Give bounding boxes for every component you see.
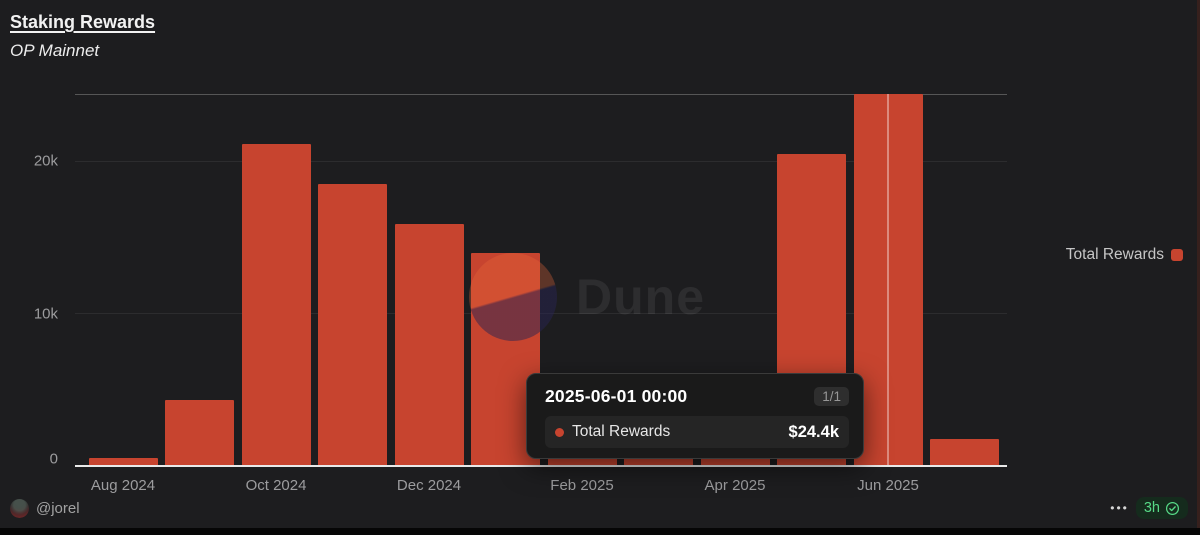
- legend-item-total-rewards[interactable]: Total Rewards: [1066, 246, 1183, 264]
- author-link[interactable]: @jorel: [36, 499, 80, 517]
- bar-jul-2025[interactable]: [930, 439, 999, 466]
- bar-jun-2025[interactable]: [853, 94, 923, 466]
- gridline-20000: [75, 160, 1007, 162]
- data-age-label: 3h: [1143, 500, 1160, 516]
- y-axis-label-20k: 20k: [33, 152, 58, 170]
- x-axis-label-jun-2025: Jun 2025: [857, 477, 919, 494]
- x-axis-label-feb-2025: Feb 2025: [550, 477, 614, 494]
- avatar[interactable]: [10, 498, 29, 518]
- y-axis-label-10k: 10k: [33, 305, 58, 323]
- tooltip-series-label: Total Rewards: [572, 423, 671, 440]
- legend-swatch-icon: [1171, 249, 1183, 261]
- bar-nov-2024[interactable]: [318, 184, 387, 466]
- verified-check-icon: [1165, 501, 1180, 515]
- legend-label: Total Rewards: [1065, 246, 1164, 263]
- series-dot-icon: [555, 427, 564, 437]
- chart-tooltip: 2025-06-01 00:00 1/1 Total Rewards $24.4…: [526, 373, 864, 459]
- tooltip-series-value: $24.4k: [788, 422, 839, 441]
- x-axis-label-aug-2024: Aug 2024: [90, 477, 156, 494]
- data-freshness-badge[interactable]: 3h: [1135, 497, 1188, 519]
- tooltip-header: 2025-06-01 00:00 1/1: [545, 386, 849, 407]
- window-bottom-edge: [0, 528, 1200, 535]
- gridline-max: [75, 94, 1007, 95]
- x-axis-line: [75, 465, 1007, 467]
- tooltip-date: 2025-06-01 00:00: [545, 386, 688, 406]
- x-axis-label-oct-2024: Oct 2024: [245, 477, 307, 494]
- tooltip-pager-badge: 1/1: [814, 387, 849, 406]
- hover-guideline: [887, 94, 889, 466]
- bar-dec-2024[interactable]: [394, 223, 464, 466]
- bar-oct-2024[interactable]: [241, 144, 311, 466]
- footer-bar: @jorel ••• 3h: [10, 495, 1188, 521]
- bar-sep-2024[interactable]: [165, 400, 234, 466]
- chart-title-link[interactable]: Staking Rewards: [10, 12, 156, 32]
- more-options-button[interactable]: •••: [1110, 501, 1129, 515]
- x-axis-label-dec-2024: Dec 2024: [396, 477, 462, 494]
- tooltip-series-row: Total Rewards $24.4k: [545, 416, 849, 448]
- window-right-edge: [1197, 0, 1200, 535]
- bar-aug-2024[interactable]: [88, 458, 158, 466]
- dune-logo-icon: [469, 253, 557, 341]
- y-axis-label-0: 0: [49, 450, 58, 468]
- dune-watermark-text: Dune: [576, 269, 705, 325]
- chart-subtitle: OP Mainnet: [10, 41, 100, 60]
- x-axis-label-apr-2025: Apr 2025: [704, 477, 766, 494]
